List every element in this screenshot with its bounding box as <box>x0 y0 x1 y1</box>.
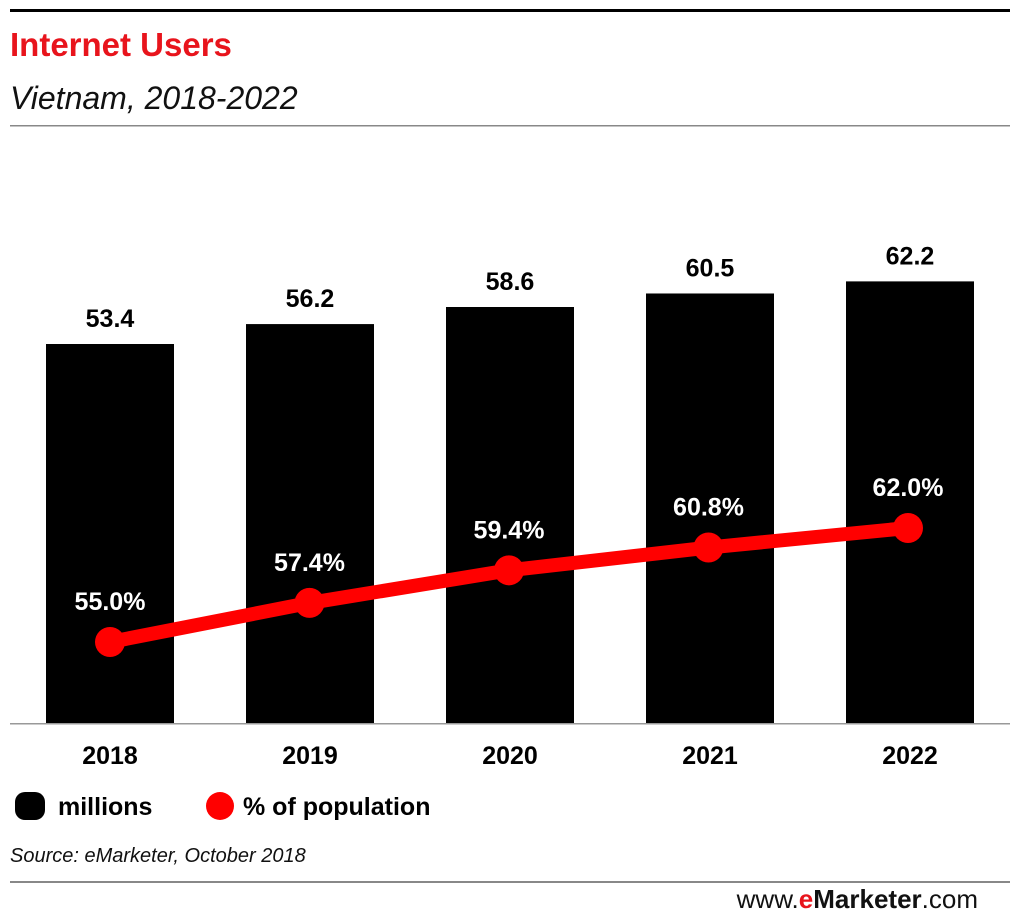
population-point-2022 <box>893 512 923 543</box>
legend-label-millions: millions <box>58 793 152 821</box>
population-point-2018 <box>95 627 125 657</box>
logo-suffix: .com <box>921 884 978 914</box>
bar-label-2022: 62.2 <box>886 242 935 270</box>
chart-subtitle: Vietnam, 2018-2022 <box>10 80 298 116</box>
x-tick-2018: 2018 <box>82 742 138 770</box>
bar-2018 <box>46 344 174 724</box>
bar-2022 <box>846 281 974 724</box>
legend-label-population: % of population <box>243 793 430 821</box>
logo-e: e <box>798 884 814 914</box>
top-rule <box>10 9 1010 12</box>
population-label-2018: 55.0% <box>75 588 146 616</box>
x-tick-2019: 2019 <box>282 742 338 770</box>
legend-swatch-millions <box>15 792 45 820</box>
bar-label-2018: 53.4 <box>86 305 135 333</box>
chart-title: Internet Users <box>10 26 232 63</box>
legend: millions % of population <box>15 792 430 821</box>
x-tick-2020: 2020 <box>482 742 538 770</box>
x-tick-2022: 2022 <box>882 742 938 770</box>
bar-label-2021: 60.5 <box>686 254 735 282</box>
legend-swatch-population-dot <box>206 792 234 820</box>
population-label-2020: 59.4% <box>474 516 545 544</box>
population-point-2021 <box>693 532 724 563</box>
emarketer-logo: www.eMarketer.com <box>737 884 978 915</box>
population-point-2019 <box>294 587 325 618</box>
header-divider <box>10 125 1010 127</box>
x-tick-2021: 2021 <box>682 742 738 770</box>
population-label-2019: 57.4% <box>274 549 345 577</box>
population-label-2022: 62.0% <box>873 474 944 502</box>
footer-divider <box>10 881 1010 883</box>
logo-prefix: www. <box>736 884 799 914</box>
bar-label-2020: 58.6 <box>486 268 535 296</box>
bar-2020 <box>446 307 574 724</box>
x-axis-line <box>10 723 1010 725</box>
source-note: Source: eMarketer, October 2018 <box>10 845 306 867</box>
bar-2019 <box>246 324 374 724</box>
population-point-2020 <box>494 555 524 586</box>
logo-name: Marketer <box>813 884 922 914</box>
population-label-2021: 60.8% <box>673 494 744 522</box>
bar-2021 <box>646 293 774 724</box>
bar-label-2019: 56.2 <box>286 285 335 313</box>
